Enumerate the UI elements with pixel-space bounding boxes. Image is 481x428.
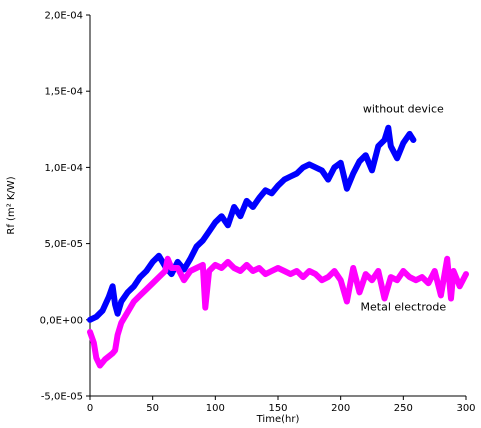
x-tick-label: 50: [146, 403, 159, 414]
y-tick-label: 0,0E+00: [40, 315, 83, 326]
annotation-layer: without device Metal electrode: [361, 103, 447, 314]
x-tick-label: 200: [331, 403, 350, 414]
x-tick-label: 300: [456, 403, 475, 414]
series-line-metal-electrode: [87, 255, 469, 369]
series-line-without-device: [87, 124, 417, 323]
x-tick-label: 150: [268, 403, 287, 414]
series-annotation: Metal electrode: [361, 301, 447, 314]
x-axis-label: Time(hr): [256, 414, 300, 425]
y-tick-label: 2,0E-04: [44, 11, 83, 22]
series-layer: [87, 124, 469, 369]
series-annotation: without device: [363, 103, 444, 116]
y-axis-label: Rf (m² K/W): [6, 176, 17, 234]
y-tick-label: 1,0E-04: [44, 163, 83, 174]
y-ticks: -5,0E-05 0,0E+00 5,0E-05 1,0E-04 1,5E-04 2,0E…: [40, 11, 90, 403]
x-tick-label: 0: [87, 403, 93, 414]
x-tick-label: 250: [394, 403, 413, 414]
x-tick-label: 100: [206, 403, 225, 414]
y-tick-label: 1,5E-04: [44, 87, 83, 98]
y-tick-label: 5,0E-05: [44, 239, 83, 250]
y-tick-label: -5,0E-05: [41, 392, 83, 403]
x-ticks: 0 50 100 150 200 250 300: [87, 396, 476, 414]
axes: [89, 15, 466, 397]
